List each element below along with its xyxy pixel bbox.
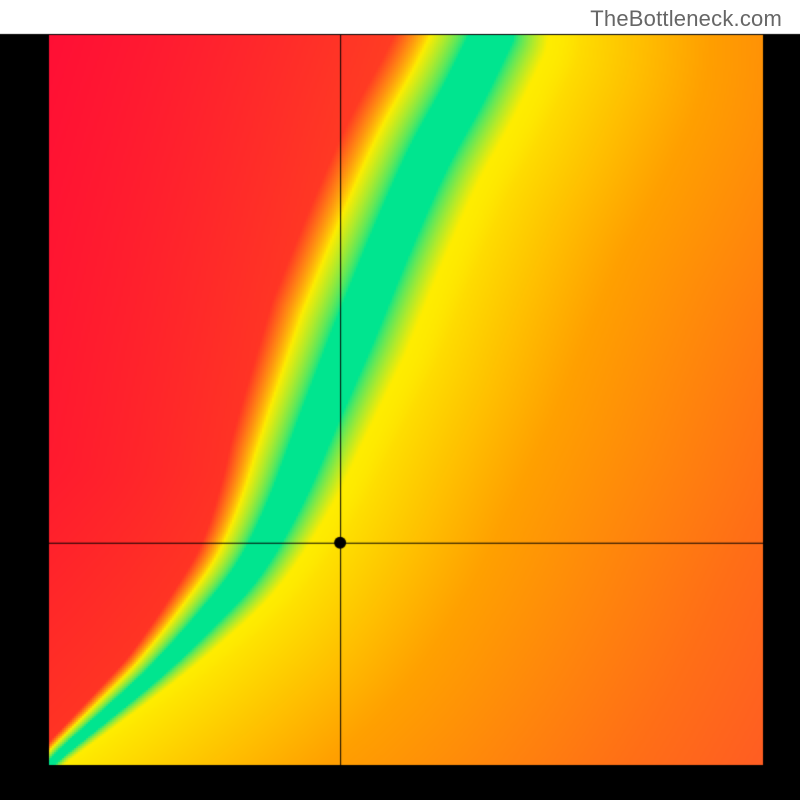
bottleneck-heatmap — [0, 0, 800, 800]
watermark-text: TheBottleneck.com — [590, 6, 782, 32]
